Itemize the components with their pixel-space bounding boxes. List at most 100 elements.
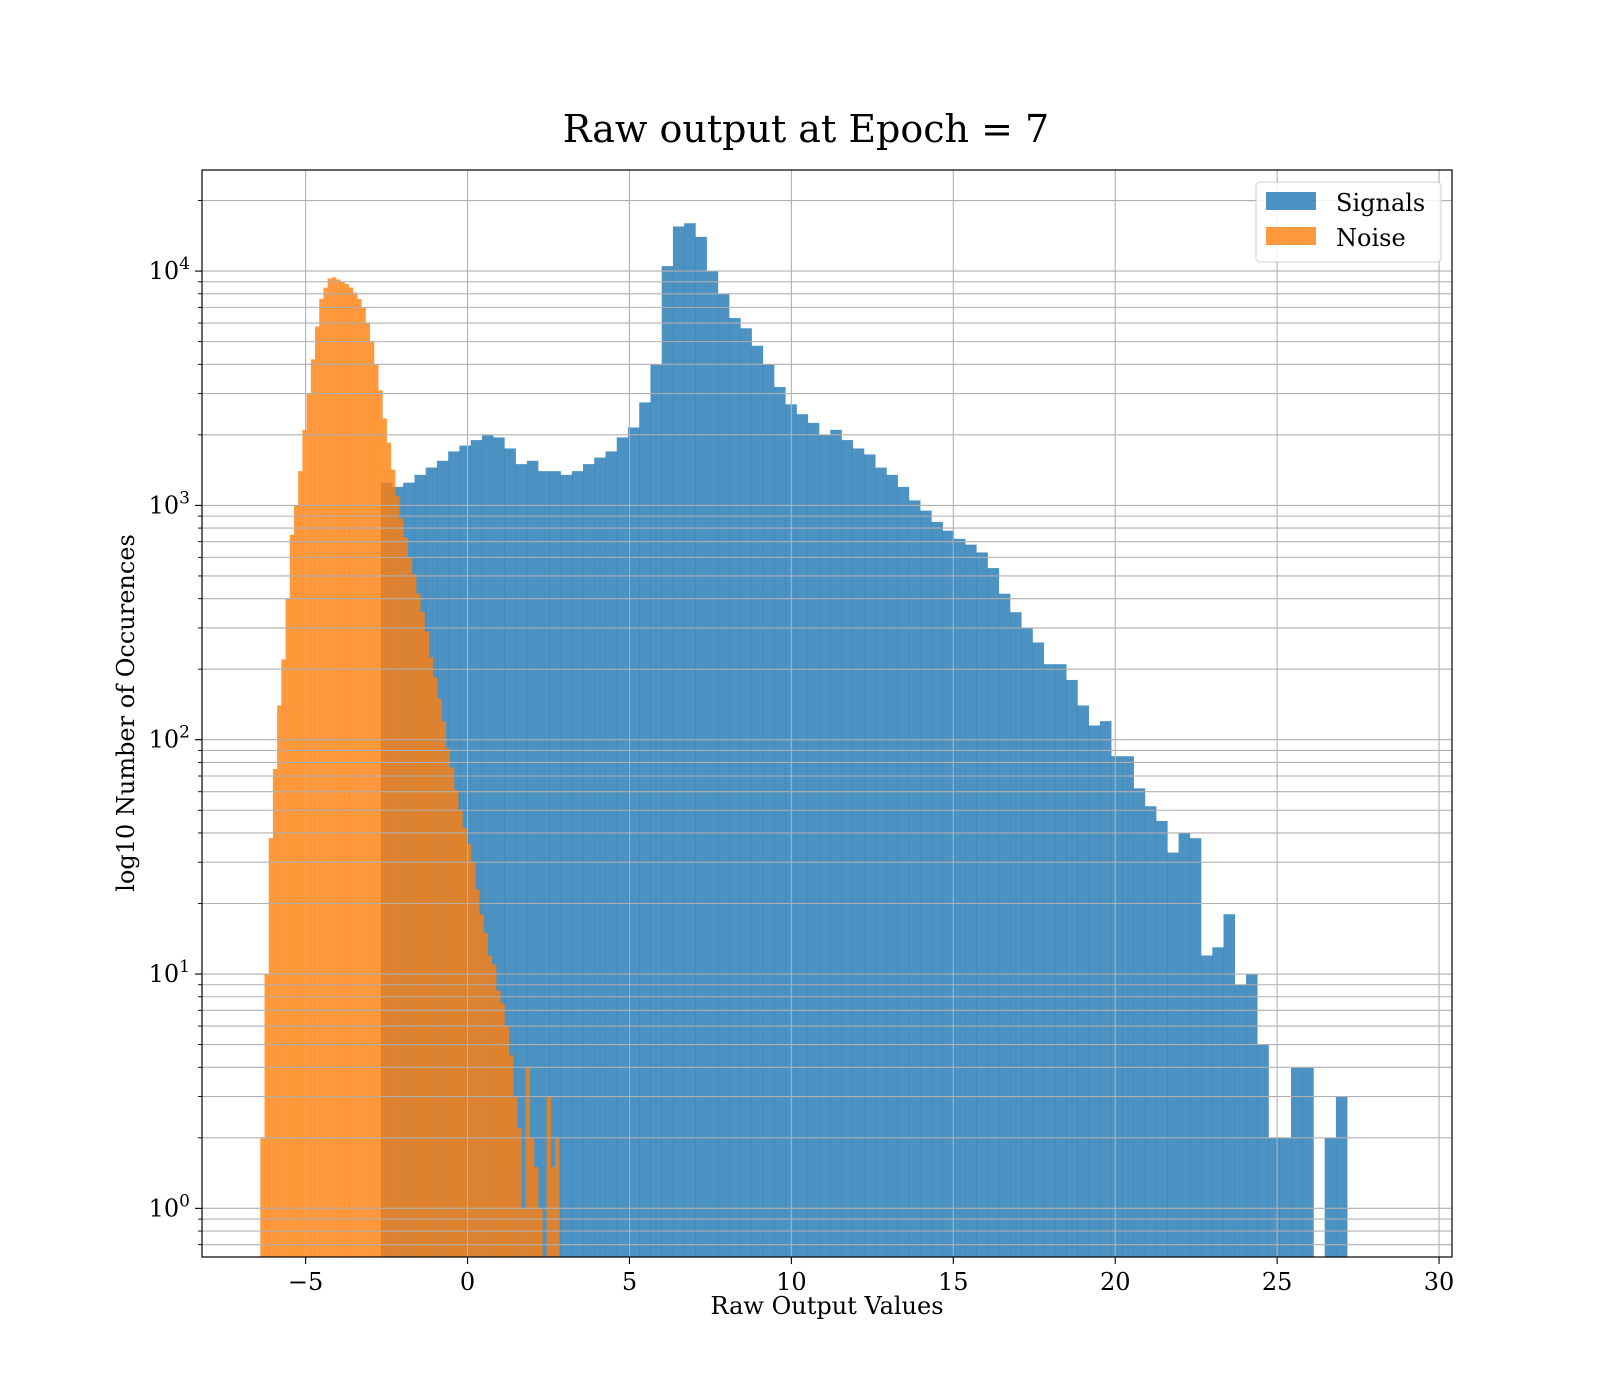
bar-signals bbox=[470, 440, 483, 1258]
bar-signals bbox=[1324, 1137, 1337, 1257]
bar-noise bbox=[529, 1137, 535, 1257]
bar-noise bbox=[474, 889, 480, 1257]
bar-noise bbox=[386, 442, 392, 1257]
series-signals bbox=[380, 223, 1348, 1258]
y-axis-label: log10 Number of Occurences bbox=[112, 534, 140, 892]
bar-signals bbox=[897, 486, 910, 1258]
x-tick-label: 10 bbox=[776, 1268, 807, 1296]
bar-signals bbox=[1257, 1044, 1269, 1257]
bar-noise bbox=[323, 287, 328, 1257]
bar-signals bbox=[1156, 820, 1168, 1257]
bar-noise bbox=[504, 1026, 509, 1257]
bar-signals bbox=[549, 471, 561, 1257]
legend-label-signals: Signals bbox=[1336, 189, 1425, 217]
bar-noise bbox=[416, 593, 421, 1257]
y-tick-label: 102 bbox=[149, 723, 190, 754]
bar-noise bbox=[302, 429, 307, 1257]
bar-noise bbox=[479, 914, 484, 1257]
bar-noise bbox=[268, 838, 274, 1257]
bar-signals bbox=[1133, 788, 1146, 1257]
bar-signals bbox=[560, 474, 573, 1257]
bar-noise bbox=[432, 677, 438, 1257]
bar-signals bbox=[1201, 955, 1213, 1257]
bar-noise bbox=[538, 1208, 543, 1257]
x-tick-label: 0 bbox=[460, 1268, 475, 1296]
bar-signals bbox=[908, 500, 921, 1257]
bar-noise bbox=[319, 299, 324, 1257]
bar-signals bbox=[1021, 627, 1033, 1257]
bar-signals bbox=[1223, 914, 1236, 1257]
bar-noise bbox=[483, 932, 488, 1257]
bar-signals bbox=[1066, 679, 1078, 1257]
bar-noise bbox=[437, 698, 442, 1257]
bar-noise bbox=[298, 471, 303, 1257]
bar-signals bbox=[998, 593, 1011, 1257]
bar-signals bbox=[695, 236, 707, 1258]
bar-signals bbox=[605, 451, 618, 1257]
x-axis-ticks: −5 0 5 10 15 20 25 30 bbox=[288, 1257, 1454, 1296]
bar-noise bbox=[310, 359, 316, 1257]
bar-signals bbox=[1234, 984, 1247, 1257]
bar-signals bbox=[717, 293, 730, 1257]
y-tick-label: 101 bbox=[149, 957, 190, 988]
bar-noise bbox=[260, 1137, 265, 1257]
bar-noise bbox=[289, 534, 295, 1257]
bar-noise bbox=[331, 277, 337, 1257]
bar-signals bbox=[1302, 1067, 1314, 1257]
x-tick-label: 25 bbox=[1262, 1268, 1293, 1296]
bar-signals bbox=[1212, 947, 1224, 1257]
bar-noise bbox=[272, 768, 278, 1257]
bar-signals bbox=[1167, 852, 1179, 1257]
bar-signals bbox=[1189, 838, 1202, 1257]
bar-noise bbox=[365, 323, 371, 1257]
bar-signals bbox=[1290, 1067, 1303, 1257]
bar-signals bbox=[1246, 974, 1258, 1257]
bar-signals bbox=[886, 474, 898, 1257]
bar-signals bbox=[515, 464, 528, 1257]
y-tick-label: 104 bbox=[149, 254, 190, 285]
bar-noise bbox=[445, 748, 451, 1257]
bar-noise bbox=[382, 418, 387, 1257]
bar-signals bbox=[1088, 725, 1101, 1257]
bar-noise bbox=[395, 495, 400, 1257]
bar-noise bbox=[281, 659, 286, 1257]
bar-noise bbox=[352, 292, 358, 1257]
bar-noise bbox=[403, 537, 408, 1257]
x-tick-label: 20 bbox=[1100, 1268, 1131, 1296]
bar-signals bbox=[481, 434, 494, 1257]
bar-signals bbox=[751, 345, 764, 1257]
bar-signals bbox=[920, 510, 932, 1257]
bar-noise bbox=[369, 341, 375, 1257]
bar-signals bbox=[706, 271, 719, 1258]
bar-noise bbox=[306, 393, 312, 1258]
bars-layer bbox=[260, 223, 1348, 1258]
bar-signals bbox=[583, 464, 595, 1257]
bar-noise bbox=[517, 1128, 522, 1257]
bar-noise bbox=[487, 955, 493, 1257]
bar-signals bbox=[852, 448, 865, 1257]
legend-label-noise: Noise bbox=[1336, 224, 1406, 252]
bar-noise bbox=[533, 1167, 539, 1257]
bar-signals bbox=[976, 552, 988, 1257]
bar-signals bbox=[931, 521, 943, 1257]
bar-signals bbox=[830, 429, 842, 1257]
bar-noise bbox=[390, 469, 396, 1258]
bar-signals bbox=[819, 434, 831, 1257]
bar-signals bbox=[863, 454, 876, 1257]
bar-signals bbox=[965, 544, 977, 1257]
bar-noise bbox=[458, 810, 463, 1257]
bar-signals bbox=[740, 328, 752, 1257]
bar-noise bbox=[336, 279, 341, 1257]
chart-title: Raw output at Epoch = 7 bbox=[563, 107, 1049, 151]
bar-signals bbox=[1144, 806, 1157, 1257]
bar-noise bbox=[453, 790, 459, 1257]
bar-noise bbox=[441, 721, 446, 1257]
bar-signals bbox=[661, 266, 674, 1257]
bar-signals bbox=[639, 402, 651, 1257]
legend: Signals Noise bbox=[1255, 181, 1442, 263]
bar-noise bbox=[525, 1067, 531, 1257]
bar-noise bbox=[554, 1137, 560, 1257]
bar-signals bbox=[729, 318, 741, 1258]
